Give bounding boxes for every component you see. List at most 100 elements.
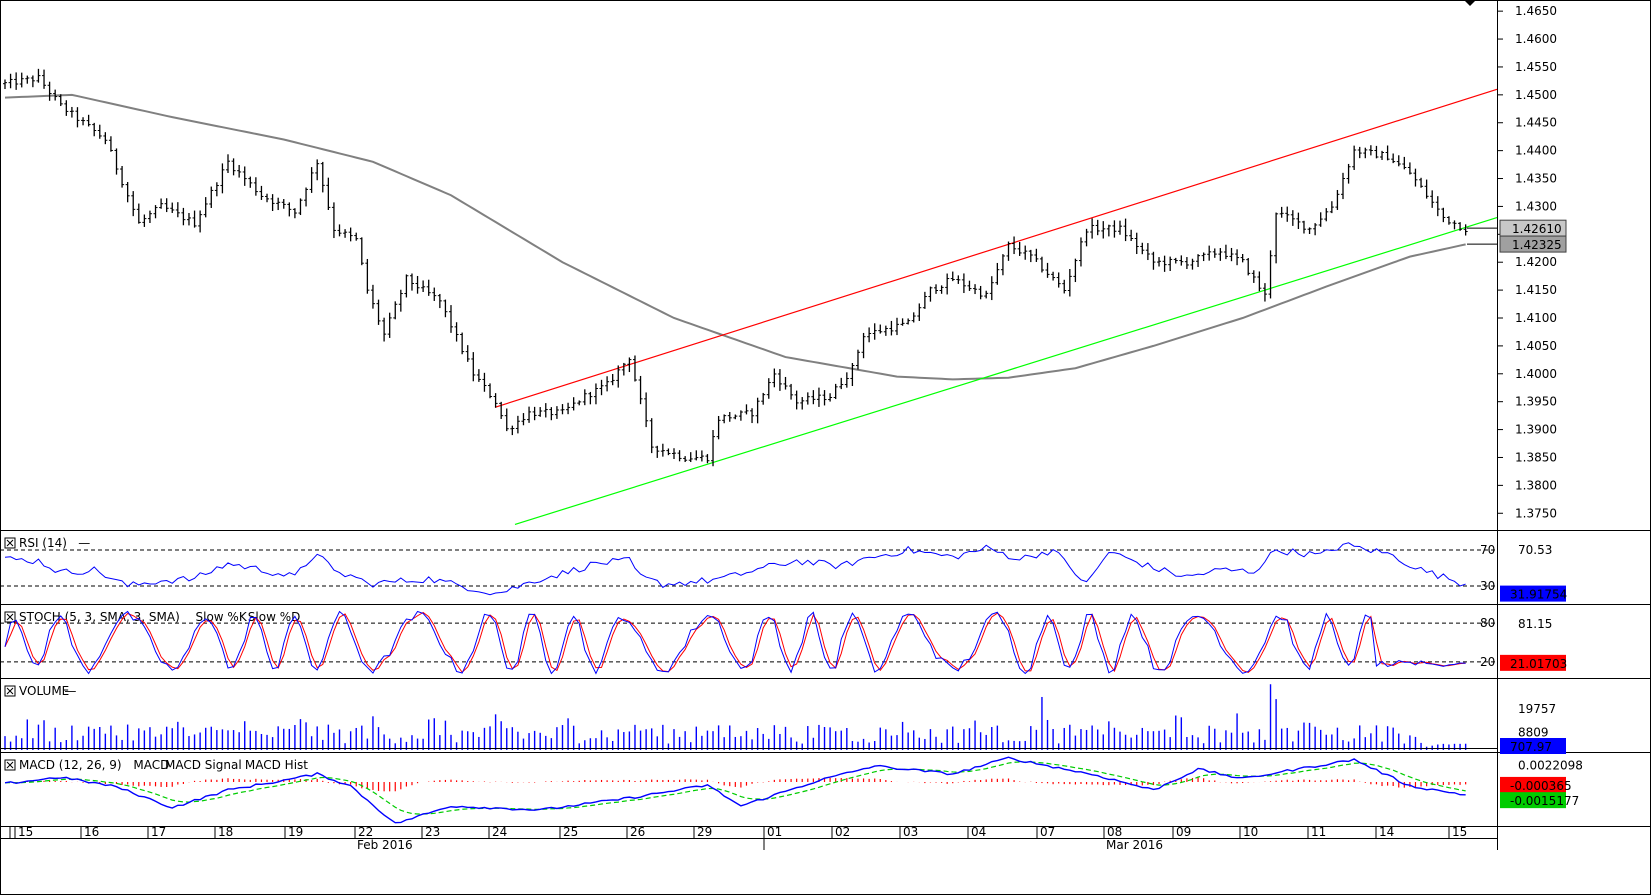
ohlc-bar	[1463, 224, 1468, 236]
ohlc-bar	[1396, 155, 1401, 167]
ohlc-bar	[298, 198, 303, 216]
ohlc-bar	[839, 377, 844, 390]
ohlc-bar	[1106, 224, 1111, 237]
ohlc-bar	[588, 391, 593, 405]
macd-line	[4, 756, 1466, 824]
ohlc-bar	[186, 212, 191, 226]
day-label: 03	[903, 825, 918, 839]
ohlc-bar	[1051, 271, 1056, 281]
rsi-title: RSI (14)	[19, 536, 67, 550]
price-tick-label: 1.4000	[1515, 367, 1557, 381]
ohlc-bar	[476, 369, 481, 382]
price-tick-label: 1.3900	[1515, 423, 1557, 437]
ohlc-bar	[393, 301, 398, 320]
ohlc-bar	[1441, 207, 1446, 223]
ohlc-bar	[159, 198, 164, 209]
stoch-level-label: 80	[1480, 616, 1495, 630]
ohlc-bar	[337, 224, 342, 237]
ohlc-bar	[783, 376, 788, 390]
ohlc-bar	[471, 352, 476, 382]
ohlc-bar	[766, 378, 771, 399]
volume-title: VOLUME	[19, 684, 69, 698]
stoch-panel: STOCH (5, 3, SMA, 3, SMA) Slow %K Slow %D 8…	[0, 610, 1567, 675]
ohlc-bar	[1134, 232, 1139, 255]
price-tick-label: 1.4300	[1515, 199, 1557, 213]
macd-legend-line: MACD	[133, 758, 169, 772]
macd-title: MACD (12, 26, 9)	[19, 758, 122, 772]
volume-legend-swatch: —	[64, 684, 76, 698]
ohlc-bar	[281, 199, 286, 209]
ohlc-bar	[103, 132, 108, 145]
ohlc-bar	[1112, 220, 1117, 238]
ohlc-bar	[69, 106, 74, 118]
stoch-k-line	[4, 610, 1466, 675]
ohlc-bar	[1218, 248, 1223, 261]
ohlc-bar	[738, 410, 743, 421]
ohlc-bar	[822, 390, 827, 406]
ohlc-bar	[1157, 257, 1162, 267]
ohlc-bar	[97, 124, 102, 139]
ohlc-bar	[577, 400, 582, 406]
ohlc-bar	[1296, 212, 1301, 230]
ohlc-bar	[170, 202, 175, 213]
ohlc-bar	[8, 73, 13, 89]
ohlc-bar	[1034, 248, 1039, 262]
ohlc-bar	[1352, 145, 1357, 170]
price-tick-label: 1.4500	[1515, 88, 1557, 102]
close-icon-cross	[6, 539, 14, 547]
ohlc-bar	[1190, 258, 1195, 270]
ohlc-bar	[811, 390, 816, 405]
ohlc-bar	[1380, 150, 1385, 160]
price-tick-label: 1.3750	[1515, 506, 1557, 520]
value-label-text: 70.53	[1518, 543, 1552, 557]
ohlc-bar	[214, 182, 219, 197]
value-label-text: 0.0022098	[1518, 758, 1583, 772]
ohlc-bar	[488, 383, 493, 399]
ohlc-bar	[175, 202, 180, 218]
value-label-text: 81.15	[1518, 617, 1552, 631]
ohlc-bar	[287, 202, 292, 217]
ohlc-bar	[777, 369, 782, 391]
ohlc-bar	[1000, 254, 1005, 276]
ohlc-bar	[554, 406, 559, 419]
day-label: 08	[1107, 825, 1122, 839]
ohlc-bar	[883, 325, 888, 336]
ohlc-bar	[755, 397, 760, 424]
ohlc-bar	[1262, 283, 1267, 302]
day-label: 22	[358, 825, 373, 839]
ohlc-bar	[1385, 145, 1390, 161]
ohlc-bar	[147, 210, 152, 223]
ohlc-bar	[1346, 163, 1351, 184]
ohlc-bar	[181, 207, 186, 226]
ohlc-bar	[995, 262, 1000, 285]
stoch-legend-k: Slow %K	[196, 610, 248, 624]
value-label-box	[1500, 654, 1566, 671]
ohlc-bar	[1257, 271, 1262, 292]
ohlc-bar	[1028, 249, 1033, 263]
day-label: 07	[1040, 825, 1055, 839]
ohlc-bar	[1006, 241, 1011, 261]
ohlc-bar	[850, 362, 855, 387]
ohlc-bar	[733, 414, 738, 420]
ohlc-bar	[309, 167, 314, 193]
ohlc-bar	[315, 159, 320, 181]
ohlc-bar	[1045, 262, 1050, 278]
ohlc-bar	[376, 299, 381, 325]
rsi-level-label: 70	[1480, 543, 1495, 557]
ohlc-bar	[889, 320, 894, 336]
ohlc-bar	[265, 193, 270, 203]
day-label: 23	[425, 825, 440, 839]
close-icon-cross	[6, 687, 14, 695]
ohlc-bar	[527, 406, 532, 423]
price-tick-label: 1.4550	[1515, 60, 1557, 74]
ohlc-bar	[1056, 272, 1061, 288]
ohlc-bar	[1341, 172, 1345, 200]
ohlc-bar	[231, 158, 236, 176]
ohlc-bar	[967, 280, 972, 291]
ohlc-bar	[1268, 250, 1273, 299]
ohlc-bar	[365, 258, 370, 294]
stoch-legend-d: Slow %D	[248, 610, 301, 624]
ohlc-bar	[794, 390, 799, 410]
